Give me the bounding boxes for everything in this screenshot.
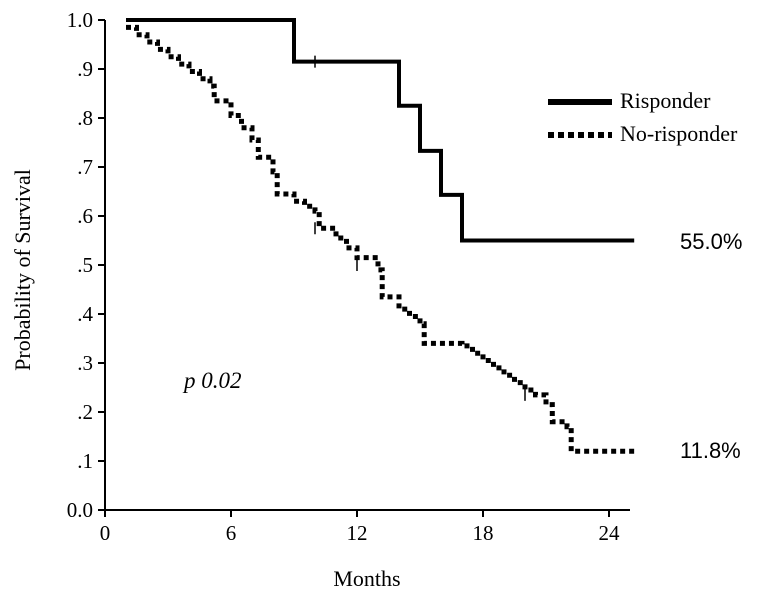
series-line-no-risponder [126,24,635,454]
p-value-annotation: p 0.02 [182,368,242,393]
y-tick-label: .5 [77,253,93,277]
y-tick-label: .6 [77,204,93,228]
y-tick-label: .8 [77,106,93,130]
x-tick-label: 18 [473,521,494,545]
y-tick-label: .7 [77,155,93,179]
y-tick-label: .1 [77,449,93,473]
y-tick-label: .3 [77,351,93,375]
x-tick-label: 0 [100,521,111,545]
x-tick-label: 12 [347,521,368,545]
y-axis-title: Probability of Survival [10,169,35,371]
censor-marks [314,55,526,401]
y-tick-label: 1.0 [67,8,93,32]
legend-label-risponder: Risponder [620,88,711,113]
y-axis-ticks: 0.0 .1 .2 .3 .4 .5 .6 .7 .8 .9 1.0 [67,8,105,522]
x-axis-title: Months [333,566,400,591]
x-axis-ticks: 0 6 12 18 24 [100,510,620,545]
series-line-risponder [126,18,635,243]
y-tick-label: .2 [77,400,93,424]
series-layer [126,18,635,454]
y-tick-label: .9 [77,57,93,81]
legend: Risponder No-risponder [548,88,738,146]
legend-label-no-risponder: No-risponder [620,121,738,146]
end-label-risponder: 55.0% [680,229,742,254]
y-tick-label: 0.0 [67,498,93,522]
x-tick-label: 6 [226,521,237,545]
x-tick-label: 24 [599,521,621,545]
y-tick-label: .4 [77,302,93,326]
end-label-no-risponder: 11.8% [680,438,741,463]
